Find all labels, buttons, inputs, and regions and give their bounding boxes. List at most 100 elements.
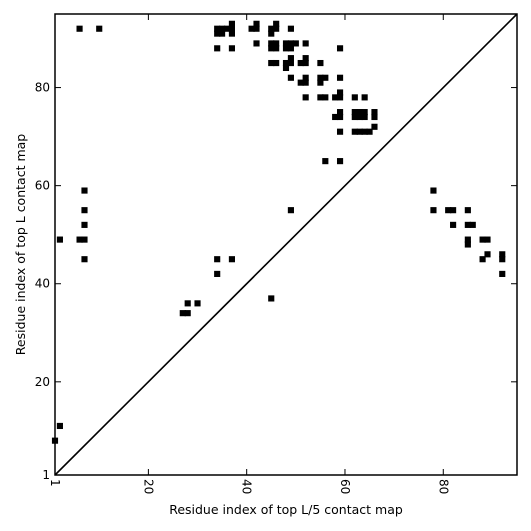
contact-point [223,25,231,32]
contact-point [336,74,344,81]
contact-point [282,64,290,72]
contact-point [287,25,294,32]
contact-point [464,236,471,243]
contact-point [287,74,294,81]
x-tick-label: 60 [338,479,352,494]
contact-point [336,94,344,101]
y-tick-label: 20 [35,375,50,389]
contact-point [268,40,275,47]
contact-point [287,59,294,67]
contact-point [322,74,329,81]
contact-point [430,207,437,214]
contact-point [184,310,191,317]
contact-point [479,256,486,263]
contact-point [317,94,324,101]
contact-point [81,236,88,243]
contact-point [366,128,373,135]
contact-point [464,241,471,248]
contact-point [179,310,186,317]
y-axis-title: Residue index of top L contact map [13,134,28,355]
contact-point [81,187,88,194]
contact-point [228,45,235,52]
contact-point [228,256,235,263]
contact-point [351,113,358,121]
contact-point [268,45,275,52]
contact-point [273,45,280,52]
contact-point [322,94,329,101]
contact-point [322,158,329,165]
y-tick-label: 1 [42,468,50,482]
contact-point [317,59,324,67]
contact-point [484,251,491,258]
contact-point [214,25,221,32]
contact-point [361,109,368,116]
contact-point [464,221,471,228]
contact-point [356,113,363,121]
x-axis-title: Residue index of top L/5 contact map [169,502,403,517]
contact-point [219,30,226,37]
contact-point [336,109,344,116]
y-tick-label: 40 [35,277,50,291]
contact-point [317,79,324,86]
contact-point [214,256,221,263]
contact-point [336,113,344,121]
contact-point [361,94,368,101]
contact-point [81,221,88,228]
y-axis: 1 20 40 60 80 [35,81,517,482]
x-axis: 1 20 40 60 80 [48,14,450,494]
diagonal-line [54,13,518,476]
contact-point [361,113,368,121]
contact-point [268,25,275,32]
contact-point [317,74,324,81]
contact-point [302,94,309,101]
contact-point [336,128,344,135]
contact-point [464,207,471,214]
contact-point [56,236,63,243]
contact-point [484,236,491,243]
contact-point [253,25,260,32]
contact-point [499,270,506,277]
contact-point [287,207,294,214]
contact-point [336,158,344,165]
contact-point [479,236,486,243]
diagonal-reference-line [54,13,518,476]
y-tick-label: 80 [35,81,50,95]
contact-point [214,270,221,277]
contact-point [430,187,437,194]
contact-points [51,20,506,444]
contact-point [253,40,260,47]
x-tick-label: 80 [436,479,450,494]
contact-point [76,25,83,32]
contact-point [96,25,103,32]
contact-point [371,109,378,116]
contact-point [351,128,358,135]
contact-point [228,30,235,37]
contact-point [248,25,255,32]
contact-point [302,74,309,81]
contact-point [214,30,221,37]
contact-point [76,236,83,243]
contact-point [282,59,290,67]
contact-point [351,109,358,116]
contact-point [361,128,368,135]
contact-point [371,123,378,130]
contact-point [302,55,309,62]
contact-point [273,40,280,47]
contact-point [356,128,363,135]
contact-point [268,59,275,67]
contact-point [302,40,309,47]
contact-point [228,25,235,32]
contact-point [214,45,221,52]
contact-point [282,45,290,52]
contact-point [445,207,452,214]
x-tick-label: 40 [240,479,254,494]
contact-point [297,79,304,86]
contact-point [302,59,309,67]
contact-point [287,45,294,52]
contact-point [450,221,457,228]
contact-point [371,113,378,121]
contact-point [356,109,363,116]
x-tick-label: 1 [48,479,62,487]
contact-point [297,59,304,67]
contact-point [287,40,294,47]
